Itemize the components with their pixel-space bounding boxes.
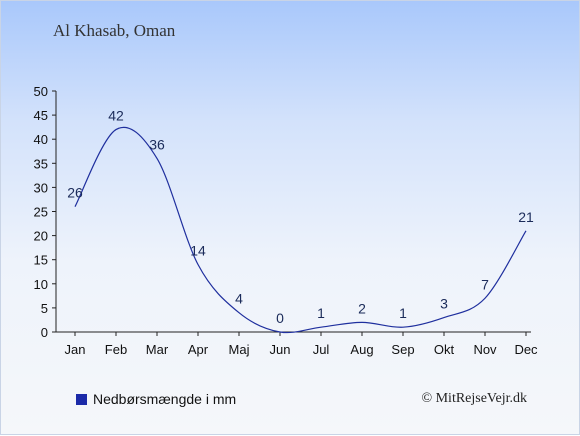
y-tick-label: 0 [41,325,48,340]
x-tick-label: Jun [270,342,291,357]
y-tick-label: 35 [34,156,48,171]
x-tick-label: Maj [229,342,250,357]
y-tick-label: 30 [34,180,48,195]
y-tick-label: 15 [34,253,48,268]
y-tick-label: 50 [34,84,48,99]
legend: Nedbørsmængde i mm [76,391,236,407]
y-tick-label: 45 [34,108,48,123]
data-label: 3 [440,296,448,312]
data-label: 26 [67,185,83,201]
x-tick-label: Nov [473,342,497,357]
chart-title: Al Khasab, Oman [53,21,176,40]
y-tick-label: 25 [34,205,48,220]
data-label: 4 [235,291,243,307]
series-line [74,126,527,334]
data-label: 1 [399,305,407,321]
legend-swatch [76,393,87,405]
legend-label: Nedbørsmængde i mm [93,391,237,407]
x-tick-label: Dec [514,342,538,357]
data-label: 42 [108,108,124,124]
data-label: 14 [190,243,206,259]
data-label: 0 [276,310,284,326]
data-label: 2 [358,300,366,316]
x-tick-label: Apr [188,342,209,357]
data-label: 36 [149,136,165,152]
x-tick-label: Jan [65,342,86,357]
y-tick-label: 10 [34,277,48,292]
data-label: 21 [518,209,534,225]
y-tick-label: 40 [34,132,48,147]
data-label: 1 [317,305,325,321]
x-tick-label: Sep [391,342,414,357]
credit-text: © MitRejseVejr.dk [421,391,527,406]
x-tick-label: Mar [146,342,169,357]
x-tick-label: Aug [350,342,373,357]
y-tick-label: 5 [41,301,48,316]
x-tick-label: Okt [434,342,455,357]
data-label: 7 [481,276,489,292]
x-tick-label: Feb [105,342,127,357]
y-tick-label: 20 [34,229,48,244]
x-tick-label: Jul [313,342,330,357]
